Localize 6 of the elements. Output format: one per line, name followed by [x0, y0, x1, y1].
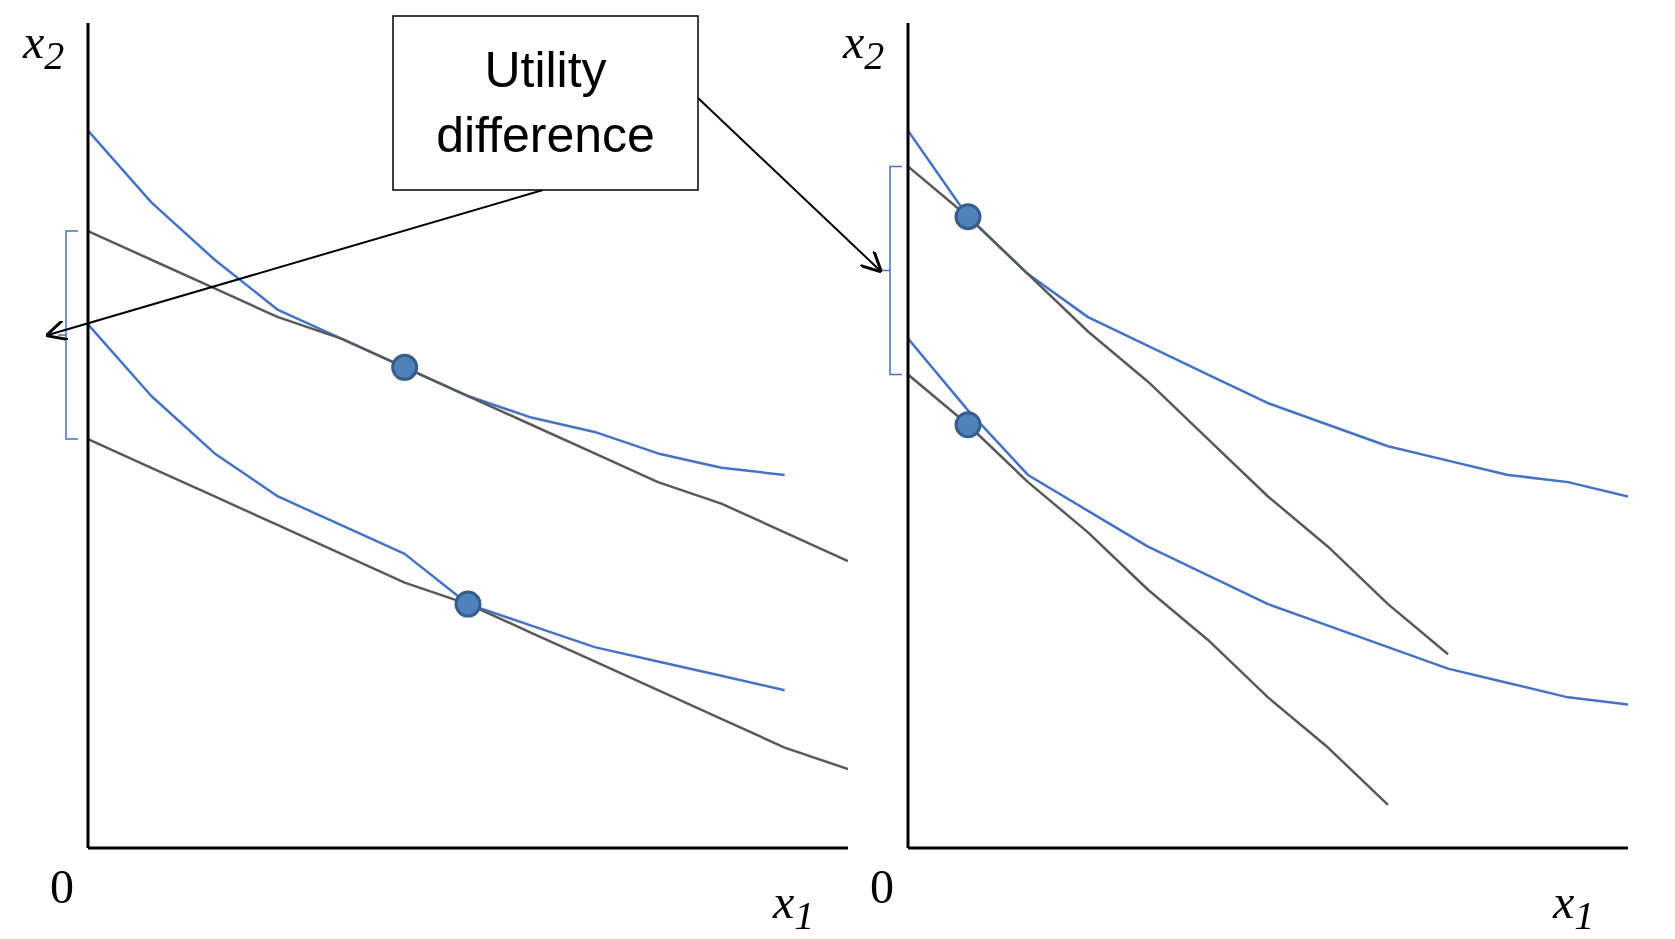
y-axis-title: x$_{2}$: [843, 15, 885, 78]
x-axis-title: x$_{1}$: [1553, 875, 1595, 938]
x-axis-title: x$_{1}$: [773, 875, 815, 938]
y-axis-title: x$_{2}$: [23, 15, 65, 78]
text: 0: [870, 860, 894, 913]
text: 0: [50, 860, 74, 913]
